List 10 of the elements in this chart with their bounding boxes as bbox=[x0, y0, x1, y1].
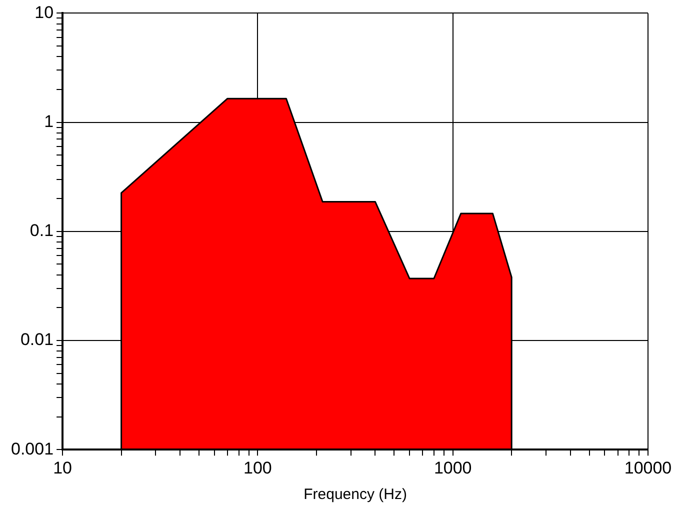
x-tick-label: 100 bbox=[244, 458, 272, 478]
y-tick-label: 1 bbox=[44, 112, 54, 131]
y-tick-label: 0.01 bbox=[20, 330, 54, 350]
x-tick-label: 10000 bbox=[624, 458, 672, 478]
x-tick-label: 1000 bbox=[434, 458, 472, 478]
x-axis-title: Frequency (Hz) bbox=[304, 486, 407, 504]
x-tick-label: 10 bbox=[53, 458, 72, 478]
y-tick-label: 0.1 bbox=[30, 221, 54, 240]
y-tick-label: 10 bbox=[34, 2, 54, 22]
y-tick-label: 0.001 bbox=[10, 439, 54, 458]
